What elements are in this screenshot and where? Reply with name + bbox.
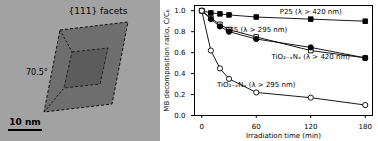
svg-text:0.4: 0.4 xyxy=(174,70,186,78)
svg-text:10 nm: 10 nm xyxy=(9,117,40,127)
svg-text:120: 120 xyxy=(304,123,317,131)
svg-text:0.8: 0.8 xyxy=(174,28,185,36)
svg-text:Irradiation time (min): Irradiation time (min) xyxy=(246,132,321,140)
svg-text:0: 0 xyxy=(200,123,204,131)
svg-text:P25 (λ > 420 nm): P25 (λ > 420 nm) xyxy=(280,8,342,16)
svg-text:0.0: 0.0 xyxy=(174,112,185,120)
svg-text:MB decomposition ratio, C/C₀: MB decomposition ratio, C/C₀ xyxy=(163,9,171,111)
svg-text:0.2: 0.2 xyxy=(174,91,185,99)
svg-text:0.6: 0.6 xyxy=(174,49,186,57)
svg-text:TiO₂₋ₓNₓ (λ > 295 nm): TiO₂₋ₓNₓ (λ > 295 nm) xyxy=(216,81,296,89)
svg-text:70.5°: 70.5° xyxy=(26,68,48,77)
svg-text:180: 180 xyxy=(359,123,372,131)
svg-text:TiO₂₋ₓNₓ (λ > 420 nm): TiO₂₋ₓNₓ (λ > 420 nm) xyxy=(271,53,351,61)
svg-text:P25 (λ > 295 nm): P25 (λ > 295 nm) xyxy=(225,26,288,35)
svg-text:1.0: 1.0 xyxy=(174,7,185,15)
svg-text:{111} facets: {111} facets xyxy=(69,6,128,16)
svg-text:60: 60 xyxy=(252,123,261,131)
